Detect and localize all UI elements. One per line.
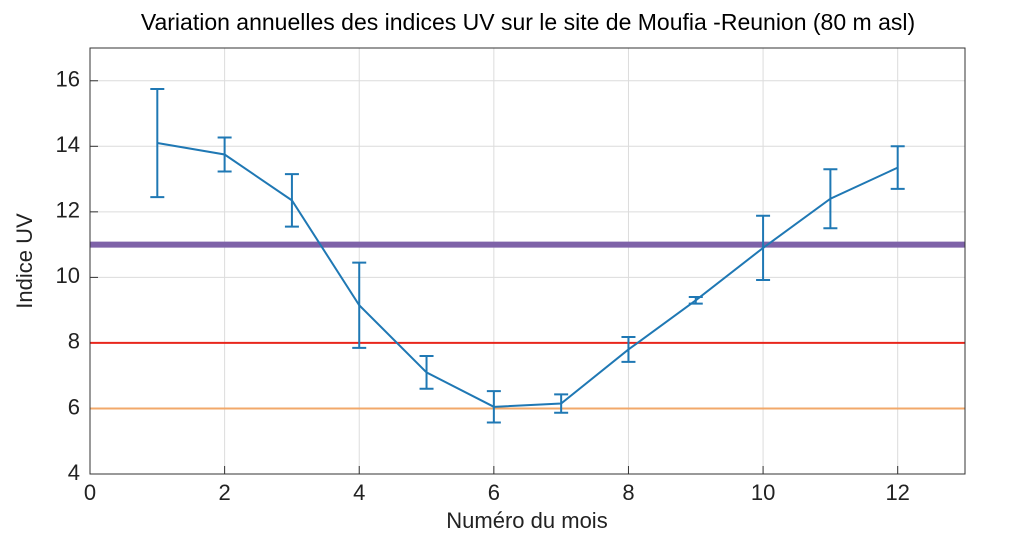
x-tick-label: 6 bbox=[488, 480, 500, 505]
error-bar bbox=[150, 87, 165, 199]
y-tick-label: 8 bbox=[68, 329, 80, 354]
chart-title: Variation annuelles des indices UV sur l… bbox=[141, 9, 915, 35]
x-tick-label: 2 bbox=[218, 480, 230, 505]
error-bar bbox=[217, 136, 232, 173]
error-bar bbox=[352, 261, 367, 349]
x-tick-label: 0 bbox=[84, 480, 96, 505]
error-bar bbox=[486, 390, 501, 424]
error-bar bbox=[419, 355, 434, 390]
x-axis-label: Numéro du mois bbox=[446, 508, 607, 533]
plot-area bbox=[90, 48, 965, 474]
y-tick-label: 6 bbox=[68, 394, 80, 419]
y-tick-label: 10 bbox=[56, 263, 80, 288]
plot-frame bbox=[89, 47, 966, 475]
x-tick-label: 8 bbox=[622, 480, 634, 505]
y-tick-label: 12 bbox=[56, 198, 80, 223]
error-bar bbox=[890, 145, 905, 190]
error-bar bbox=[554, 393, 569, 414]
y-tick-label: 16 bbox=[56, 67, 80, 92]
error-bar bbox=[284, 173, 299, 228]
error-bar bbox=[688, 296, 703, 305]
error-bar bbox=[621, 336, 636, 363]
x-tick-label: 12 bbox=[885, 480, 909, 505]
error-bar bbox=[756, 214, 771, 282]
error-bar bbox=[823, 168, 838, 230]
y-axis-label: Indice UV bbox=[12, 213, 37, 309]
y-tick-label: 14 bbox=[56, 132, 80, 157]
x-tick-label: 10 bbox=[751, 480, 775, 505]
data-line bbox=[157, 142, 899, 408]
x-tick-label: 4 bbox=[353, 480, 365, 505]
y-tick-label: 4 bbox=[68, 460, 80, 485]
